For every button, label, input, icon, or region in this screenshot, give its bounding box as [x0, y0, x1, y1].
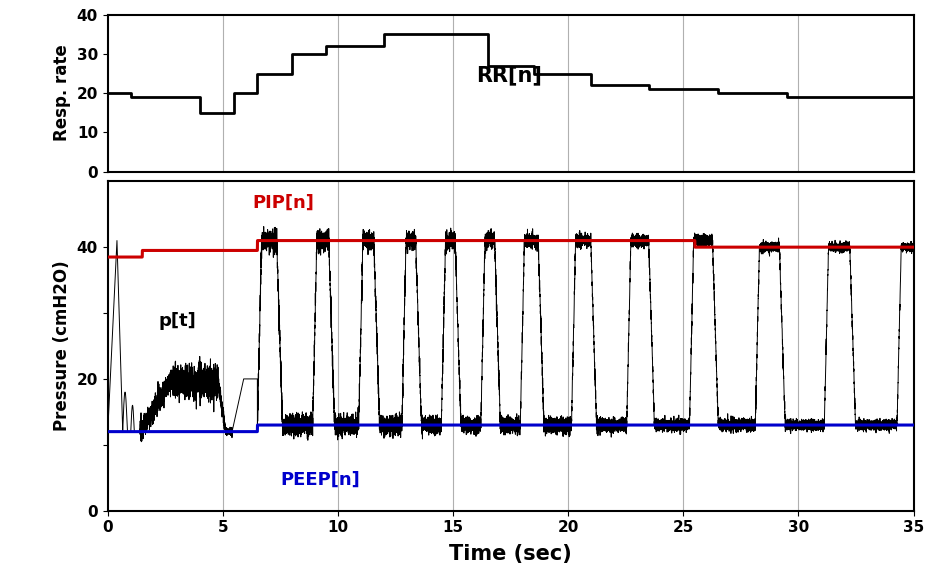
Text: PEEP[n]: PEEP[n]: [280, 470, 359, 488]
Text: RR[n]: RR[n]: [475, 65, 541, 85]
Text: p[t]: p[t]: [158, 312, 196, 330]
Text: PIP[n]: PIP[n]: [253, 194, 314, 212]
X-axis label: Time (sec): Time (sec): [448, 544, 572, 564]
Y-axis label: Pressure (cmH2O): Pressure (cmH2O): [53, 261, 71, 431]
Y-axis label: Resp. rate: Resp. rate: [53, 45, 71, 141]
